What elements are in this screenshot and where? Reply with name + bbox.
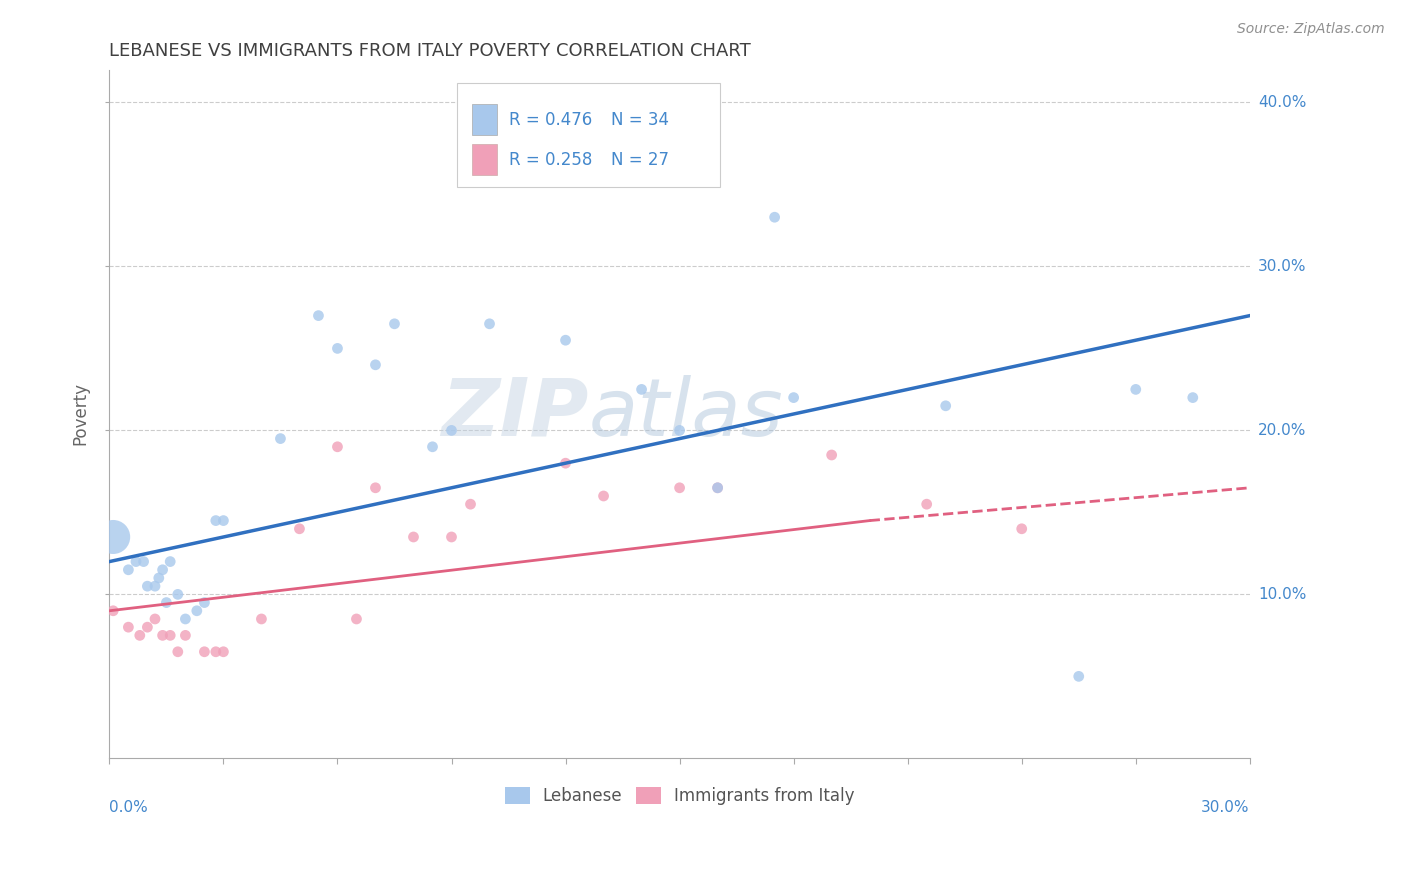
- Point: [478, 317, 501, 331]
- Point: [592, 489, 614, 503]
- Point: [1125, 383, 1147, 397]
- Point: [125, 555, 148, 569]
- Point: [143, 612, 166, 626]
- Point: [117, 563, 139, 577]
- Point: [212, 645, 235, 659]
- Point: [174, 612, 197, 626]
- FancyBboxPatch shape: [472, 144, 498, 175]
- Point: [159, 555, 181, 569]
- Point: [1011, 522, 1033, 536]
- Text: 20.0%: 20.0%: [1258, 423, 1306, 438]
- Point: [193, 645, 215, 659]
- Point: [212, 514, 235, 528]
- Text: 30.0%: 30.0%: [1201, 799, 1250, 814]
- FancyBboxPatch shape: [457, 84, 720, 186]
- Text: 10.0%: 10.0%: [1258, 587, 1306, 602]
- Point: [782, 391, 804, 405]
- Point: [402, 530, 425, 544]
- Text: atlas: atlas: [588, 375, 783, 453]
- Point: [630, 383, 652, 397]
- Text: LEBANESE VS IMMIGRANTS FROM ITALY POVERTY CORRELATION CHART: LEBANESE VS IMMIGRANTS FROM ITALY POVERT…: [110, 42, 751, 60]
- Point: [193, 596, 215, 610]
- Point: [136, 620, 159, 634]
- Point: [136, 579, 159, 593]
- Text: Source: ZipAtlas.com: Source: ZipAtlas.com: [1237, 22, 1385, 37]
- Text: N = 34: N = 34: [612, 111, 669, 128]
- Point: [269, 432, 291, 446]
- Point: [440, 424, 463, 438]
- Point: [132, 555, 155, 569]
- Point: [668, 424, 690, 438]
- Point: [706, 481, 728, 495]
- Point: [204, 514, 226, 528]
- Point: [166, 587, 188, 601]
- Point: [364, 358, 387, 372]
- Point: [384, 317, 406, 331]
- Point: [152, 628, 174, 642]
- FancyBboxPatch shape: [472, 104, 498, 135]
- Point: [174, 628, 197, 642]
- Point: [422, 440, 444, 454]
- Point: [364, 481, 387, 495]
- Point: [307, 309, 329, 323]
- Point: [346, 612, 368, 626]
- Point: [101, 604, 124, 618]
- Text: R = 0.476: R = 0.476: [509, 111, 592, 128]
- Point: [117, 620, 139, 634]
- Text: R = 0.258: R = 0.258: [509, 151, 592, 169]
- Point: [143, 579, 166, 593]
- Point: [326, 342, 349, 356]
- Point: [554, 456, 576, 470]
- Point: [460, 497, 482, 511]
- Point: [155, 596, 177, 610]
- Point: [166, 645, 188, 659]
- Point: [128, 628, 150, 642]
- Text: ZIP: ZIP: [441, 375, 588, 453]
- Point: [186, 604, 208, 618]
- Point: [148, 571, 170, 585]
- Point: [1067, 669, 1090, 683]
- Text: 40.0%: 40.0%: [1258, 95, 1306, 110]
- Legend: Lebanese, Immigrants from Italy: Lebanese, Immigrants from Italy: [498, 780, 862, 812]
- Point: [159, 628, 181, 642]
- Text: 0.0%: 0.0%: [110, 799, 148, 814]
- Y-axis label: Poverty: Poverty: [72, 383, 89, 445]
- Point: [668, 481, 690, 495]
- Point: [706, 481, 728, 495]
- Point: [935, 399, 957, 413]
- Point: [152, 563, 174, 577]
- Point: [288, 522, 311, 536]
- Point: [250, 612, 273, 626]
- Point: [554, 333, 576, 347]
- Point: [326, 440, 349, 454]
- Point: [101, 530, 124, 544]
- Point: [1181, 391, 1204, 405]
- Point: [915, 497, 938, 511]
- Point: [821, 448, 844, 462]
- Point: [440, 530, 463, 544]
- Point: [763, 211, 786, 225]
- Text: N = 27: N = 27: [612, 151, 669, 169]
- Point: [204, 645, 226, 659]
- Text: 30.0%: 30.0%: [1258, 259, 1306, 274]
